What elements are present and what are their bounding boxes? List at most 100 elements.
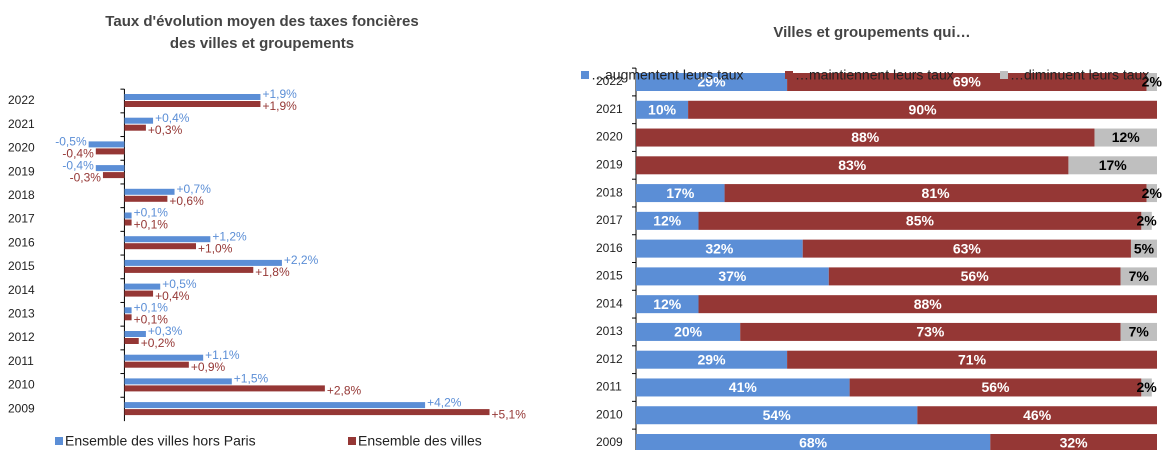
bar (124, 361, 189, 368)
y-tick-label: 2010 (8, 378, 35, 392)
data-label: +2,2% (284, 253, 319, 267)
data-label: 2% (1142, 74, 1163, 90)
y-tick-label: 2009 (596, 435, 623, 449)
data-label: +0,4% (155, 111, 190, 125)
bar-segment (1141, 378, 1152, 397)
y-tick-label: 2010 (596, 407, 623, 421)
data-label: +0,1% (134, 206, 169, 220)
y-tick-label: 2022 (596, 74, 623, 88)
data-label: +0,6% (169, 194, 204, 208)
data-label: 32% (1060, 435, 1089, 450)
y-tick-label: 2019 (596, 157, 623, 171)
data-label: +0,3% (148, 324, 183, 338)
data-label: +0,9% (191, 360, 226, 374)
bar-segment (688, 100, 1157, 119)
data-label: +5,1% (492, 407, 527, 421)
data-label: 2% (1136, 213, 1157, 229)
data-label: +1,9% (262, 87, 297, 101)
y-tick-label: 2009 (8, 401, 35, 415)
legend-label: …augmentent leurs taux (591, 67, 744, 83)
bar (124, 378, 232, 385)
legend-label: Ensemble des villes hors Paris (65, 433, 256, 449)
bar (124, 236, 211, 243)
bar-segment (636, 434, 991, 450)
bar (124, 290, 154, 297)
data-label: +4,2% (427, 395, 462, 409)
y-tick-label: 2021 (596, 102, 623, 116)
bar-segment (636, 295, 699, 314)
data-label: 2% (1142, 185, 1163, 201)
chart-title: Villes et groupements qui… (773, 24, 970, 41)
data-label: +0,1% (134, 312, 169, 326)
data-label: 46% (1023, 407, 1052, 423)
data-label: 12% (653, 213, 682, 229)
data-label: 69% (953, 74, 982, 90)
legend-swatch (785, 71, 793, 79)
data-label: 17% (666, 185, 695, 201)
bar-segment (636, 100, 689, 119)
bar-segment (787, 73, 1147, 91)
data-label: +0,1% (134, 218, 169, 232)
data-label: 10% (648, 101, 677, 117)
bar (124, 117, 154, 124)
y-tick-label: 2014 (8, 283, 35, 297)
bar-segment (802, 239, 1131, 258)
data-label: 73% (916, 324, 945, 340)
data-label: 12% (653, 296, 682, 312)
y-tick-label: 2016 (596, 241, 623, 255)
bar-segment (636, 73, 788, 91)
legend-label: Ensemble des villes (358, 433, 482, 449)
y-tick-label: 2019 (8, 164, 35, 178)
bar-segment (1146, 184, 1157, 203)
data-label: 37% (718, 268, 747, 284)
bar (124, 385, 325, 392)
bar-segment (698, 295, 1157, 314)
data-label: 29% (698, 74, 727, 90)
bar-segment (636, 184, 725, 203)
bar-segment (828, 267, 1121, 286)
bar-segment (636, 350, 788, 369)
legend-swatch (348, 437, 356, 445)
bar-segment (636, 128, 1095, 147)
data-label: 29% (698, 351, 727, 367)
data-label: +1,9% (262, 99, 297, 113)
data-label: +1,0% (198, 241, 233, 255)
data-label: +0,2% (141, 336, 176, 350)
y-tick-label: 2021 (8, 117, 35, 131)
bar-segment (740, 322, 1121, 341)
bar (124, 94, 261, 100)
bar-segment (1130, 239, 1157, 258)
chart-title: Taux d'évolution moyen des taxes foncièr… (105, 13, 418, 30)
bar-segment (636, 239, 803, 258)
bar-segment (1146, 73, 1157, 91)
bar (124, 402, 426, 409)
y-tick-label: 2013 (596, 324, 623, 338)
data-label: 85% (906, 213, 935, 229)
bar (95, 148, 125, 155)
chart-subtitle: des villes et groupements (170, 35, 354, 52)
bar (124, 101, 261, 107)
bar (124, 409, 490, 416)
y-tick-label: 2016 (8, 235, 35, 249)
data-label: 83% (838, 157, 867, 173)
data-label: 88% (851, 129, 880, 145)
data-label: 7% (1129, 268, 1150, 284)
bar (102, 172, 125, 179)
data-label: 56% (961, 268, 990, 284)
data-label: +0,7% (177, 182, 212, 196)
data-label: 56% (981, 379, 1010, 395)
data-label: 90% (909, 101, 938, 117)
bar (124, 283, 161, 290)
bar-segment (636, 211, 699, 230)
data-label: +0,4% (155, 289, 190, 303)
y-tick-label: 2018 (596, 185, 623, 199)
bar-segment (1120, 322, 1157, 341)
y-tick-label: 2012 (596, 352, 623, 366)
y-tick-label: 2022 (8, 93, 35, 107)
bar (124, 212, 132, 219)
data-label: +1,1% (205, 348, 240, 362)
data-label: 81% (922, 185, 951, 201)
bar (124, 188, 175, 195)
data-label: 63% (953, 240, 982, 256)
